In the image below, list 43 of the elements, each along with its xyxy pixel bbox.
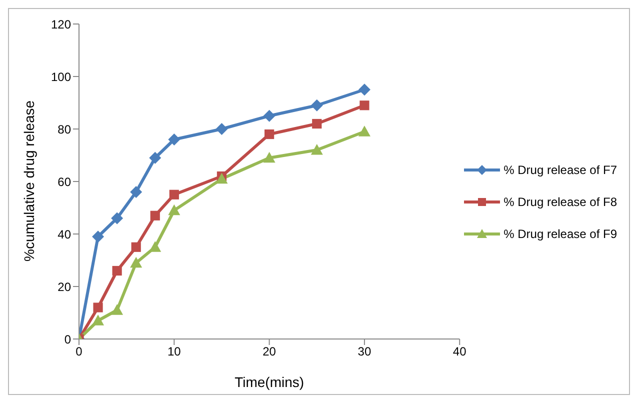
point [112,266,122,276]
point [130,256,142,268]
point [93,302,103,312]
point [149,152,162,164]
point [312,118,322,129]
point [168,204,180,216]
y-tick-label: 0 [64,332,72,346]
point [358,126,370,136]
x-tick-label: 40 [452,344,467,359]
point [310,144,323,155]
point [360,100,370,110]
y-tick-label: 80 [58,122,72,136]
x-tick-label: 20 [262,344,276,359]
point [92,314,104,326]
point [216,172,228,184]
point [263,152,276,163]
point [92,230,104,243]
point [150,210,160,220]
point [149,241,162,252]
y-tick-label: 120 [50,17,72,32]
x-tick-label: 30 [358,344,372,359]
y-tick-label: 20 [58,280,72,294]
y-tick-label: 60 [58,174,72,189]
x-tick-label: 0 [76,344,83,359]
x-axis-title: Time(mins) [234,374,304,390]
point [111,212,124,224]
point [168,134,180,146]
legend-label: % Drug release of F7 [504,162,617,178]
point [358,84,370,96]
point [310,99,323,112]
y-axis-title: %cumulative drug release [20,100,37,262]
point [130,186,142,198]
y-tick-label: 40 [58,227,72,242]
legend-label: % Drug release of F9 [504,226,617,242]
point [263,110,276,122]
point [131,242,141,252]
point [264,129,274,140]
y-tick-label: 100 [50,70,72,84]
legend-label: % Drug release of F8 [504,194,617,210]
point [169,190,179,200]
point [216,123,228,135]
x-tick-label: 10 [167,344,182,359]
point [111,304,124,315]
